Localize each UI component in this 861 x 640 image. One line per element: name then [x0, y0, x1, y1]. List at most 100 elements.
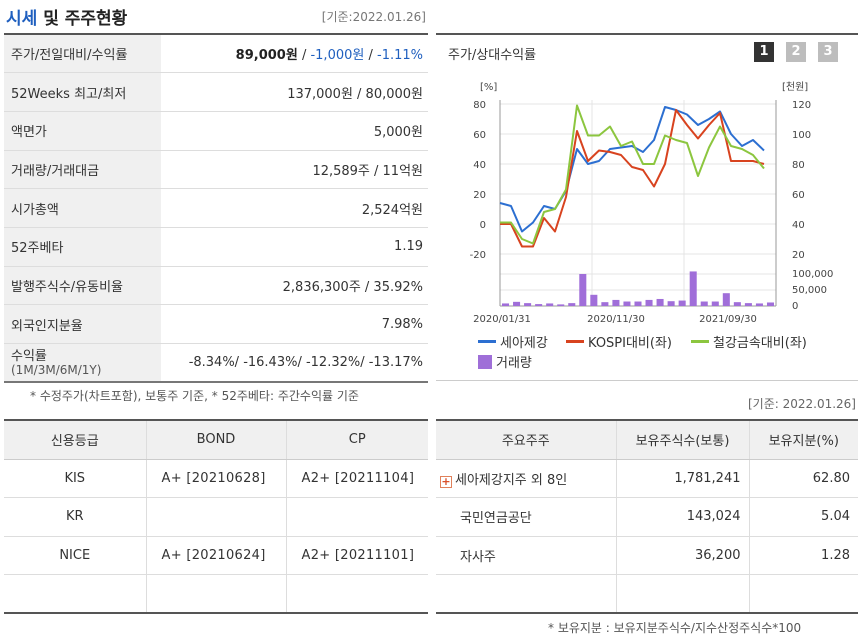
- period-button-3[interactable]: 3: [818, 42, 838, 62]
- row-label: 발행주식수/유동비율: [4, 266, 161, 306]
- y-unit-right: [천원]: [782, 81, 808, 93]
- volume-bar: [502, 303, 510, 306]
- period-button-2[interactable]: 2: [786, 42, 806, 62]
- volume-bar: [711, 301, 719, 306]
- legend-label: 철강금속대비(좌): [713, 336, 807, 351]
- table-row: 자사주 36,200 1.28: [436, 536, 858, 575]
- y-tick-left: 20: [473, 190, 486, 201]
- legend-swatch: [478, 340, 496, 343]
- volume-bar: [623, 301, 631, 306]
- x-tick: 2020/11/30: [587, 314, 645, 325]
- holder-shares: [616, 574, 750, 614]
- legend-stock: 세아제강: [478, 332, 548, 351]
- volume-bar: [733, 302, 741, 306]
- volume-bar: [524, 303, 532, 306]
- chart-grid: [499, 100, 777, 307]
- table-row: + 세아제강지주 외 8인 1,781,241 62.80: [436, 459, 858, 498]
- col-header: 신용등급: [4, 420, 147, 460]
- vol-tick: 0: [792, 301, 798, 312]
- legend-swatch: [691, 340, 709, 343]
- price-change: -1,000원: [310, 48, 365, 64]
- legend-label: KOSPI대비(좌): [588, 336, 672, 351]
- holder-pct: 62.80: [749, 459, 858, 498]
- title-highlight: 시세: [6, 9, 38, 29]
- row-value: 1.19: [161, 227, 428, 267]
- legend-swatch: [566, 340, 584, 343]
- volume-bar: [700, 301, 708, 306]
- base-date: [기준:2022.01.26]: [321, 10, 426, 24]
- volume-bars: [502, 271, 774, 306]
- expand-icon[interactable]: +: [440, 474, 452, 488]
- volume-bar: [744, 303, 752, 306]
- separator: /: [364, 48, 377, 64]
- page-title: 시세 및 주주현황: [6, 4, 127, 29]
- table-row: [436, 574, 858, 614]
- row-label: 52Weeks 최고/최저: [4, 72, 161, 112]
- y-tick-left: -20: [470, 250, 486, 261]
- table-header-row: 신용등급 BOND CP: [4, 420, 428, 460]
- row-value: 12,589주 / 11억원: [161, 150, 428, 190]
- table-row: 주가/전일대비/수익률 89,000원 / -1,000원 / -1.11%: [4, 34, 428, 74]
- agency: NICE: [4, 536, 147, 575]
- col-header: BOND: [146, 420, 287, 460]
- vol-tick: 100,000: [792, 269, 833, 280]
- volume-bar: [601, 302, 609, 306]
- title-rest: 및 주주현황: [37, 9, 128, 29]
- series-steel-line: [500, 104, 765, 245]
- table-row: 액면가 5,000원: [4, 111, 428, 151]
- holder-pct: [749, 574, 858, 614]
- period-button-1[interactable]: 1: [754, 42, 774, 62]
- row-value: 5,000원: [161, 111, 428, 151]
- legend-label: 세아제강: [500, 336, 548, 351]
- col-header: 보유주식수(보통): [616, 420, 750, 460]
- series-stock-line: [499, 106, 765, 233]
- row-label: 주가/전일대비/수익률: [4, 34, 161, 74]
- table-row: 52Weeks 최고/최저 137,000원 / 80,000원: [4, 72, 428, 112]
- volume-bar: [590, 294, 598, 306]
- credit-rating-table: 신용등급 BOND CP KIS A+ [20210628] A2+ [202111…: [4, 419, 428, 614]
- col-header: CP: [286, 420, 428, 460]
- chart-lines: [499, 104, 765, 248]
- separator: /: [297, 48, 311, 64]
- bond-rating: [146, 497, 287, 537]
- table-row: 거래량/거래대금 12,589주 / 11억원: [4, 150, 428, 190]
- volume-bar: [513, 301, 521, 306]
- table-row: KR: [4, 497, 428, 537]
- holder-name: 자사주: [436, 536, 617, 575]
- row-value: 137,000원 / 80,000원: [161, 72, 428, 112]
- bond-rating: [146, 574, 287, 614]
- volume-bar: [645, 299, 653, 306]
- volume-bar: [766, 302, 774, 306]
- volume-bar: [755, 303, 763, 306]
- legend-volume: 거래량: [478, 352, 532, 371]
- y-tick-left: 60: [473, 130, 486, 141]
- y-tick-right: 20: [792, 250, 805, 261]
- volume-bar: [689, 271, 697, 306]
- col-header: 주요주주: [436, 420, 617, 460]
- volume-bar: [678, 300, 686, 306]
- legend-swatch: [478, 355, 492, 369]
- table-header-row: 주요주주 보유주식수(보통) 보유지분(%): [436, 420, 858, 460]
- price-rate: -1.11%: [377, 48, 423, 64]
- row-value: 7.98%: [161, 304, 428, 344]
- cp-rating: A2+ [20211101]: [286, 536, 428, 575]
- volume-bar: [634, 301, 642, 306]
- price-table: 주가/전일대비/수익률 89,000원 / -1,000원 / -1.11% 5…: [4, 33, 428, 384]
- row-label: 액면가: [4, 111, 161, 151]
- volume-bar: [546, 303, 554, 306]
- table-row: 국민연금공단 143,024 5.04: [436, 497, 858, 537]
- volume-bar: [557, 304, 565, 306]
- table-row: 52주베타 1.19: [4, 227, 428, 267]
- stock-chart: [%] [천원] 80 60 40 20 0 -20 120 100 80 60 40 20 100,000…: [470, 81, 834, 325]
- cp-rating: A2+ [20211104]: [286, 459, 428, 498]
- holder-name-text: 세아제강지주 외 8인: [455, 472, 568, 488]
- row-label: 거래량/거래대금: [4, 150, 161, 190]
- volume-bar: [535, 304, 543, 306]
- holder-pct: 1.28: [749, 536, 858, 575]
- y-tick-right: 40: [792, 220, 805, 231]
- price-value: 89,000원 / -1,000원 / -1.11%: [161, 34, 428, 74]
- agency: [4, 574, 147, 614]
- table-row: 외국인지분율 7.98%: [4, 304, 428, 344]
- series-kospi-line: [500, 109, 765, 248]
- legend-label: 거래량: [496, 356, 532, 371]
